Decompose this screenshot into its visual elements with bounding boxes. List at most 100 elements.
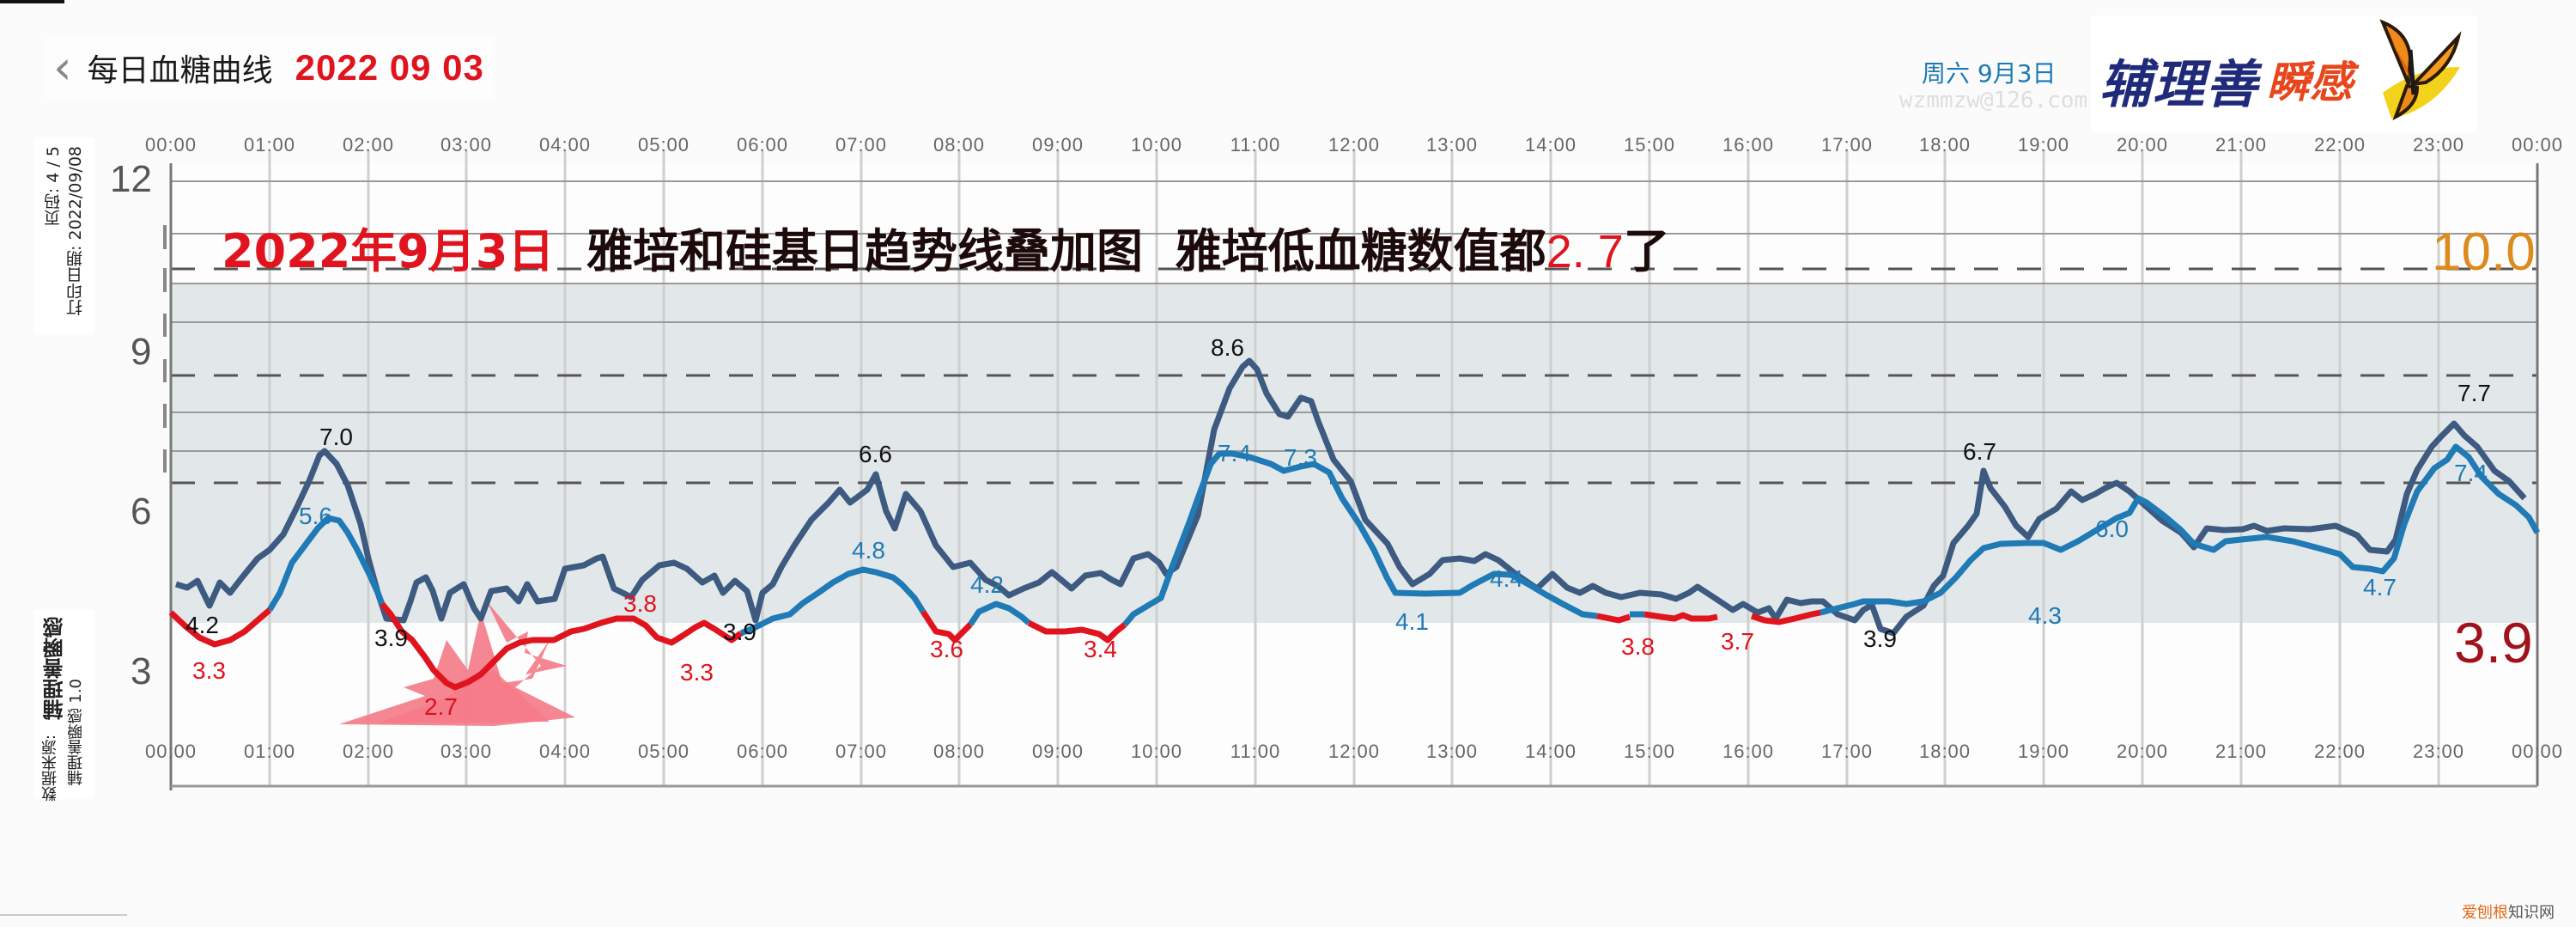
svg-text:3.4: 3.4 bbox=[1084, 636, 1117, 662]
svg-text:3.3: 3.3 bbox=[680, 659, 714, 686]
svg-text:3.3: 3.3 bbox=[192, 657, 226, 684]
x-tick: 07:00 bbox=[835, 741, 888, 762]
x-tick: 19:00 bbox=[2017, 741, 2070, 762]
x-tick: 16:00 bbox=[1722, 741, 1775, 762]
svg-text:6.7: 6.7 bbox=[1963, 438, 1996, 465]
x-tick: 21:00 bbox=[2215, 741, 2268, 762]
y-tick-9: 9 bbox=[131, 331, 152, 373]
x-tick: 10:00 bbox=[1130, 741, 1183, 762]
x-tick: 20:00 bbox=[2116, 741, 2169, 762]
x-tick: 17:00 bbox=[1820, 134, 1874, 156]
svg-text:3.9: 3.9 bbox=[723, 619, 756, 645]
x-tick: 06:00 bbox=[736, 134, 789, 156]
svg-text:3.8: 3.8 bbox=[1621, 633, 1655, 660]
chart-title-date: 2022年9月3日 bbox=[222, 224, 555, 278]
x-tick: 06:00 bbox=[736, 741, 789, 762]
top-edge-fragment bbox=[0, 0, 64, 3]
svg-text:6.6: 6.6 bbox=[859, 441, 892, 467]
x-tick: 11:00 bbox=[1230, 741, 1281, 762]
x-tick: 05:00 bbox=[637, 134, 690, 156]
butterfly-icon bbox=[2379, 19, 2462, 121]
svg-text:6.0: 6.0 bbox=[2095, 515, 2129, 542]
svg-text:4.7: 4.7 bbox=[2363, 574, 2397, 601]
x-tick: 12:00 bbox=[1327, 134, 1381, 156]
abbott-series-line bbox=[266, 443, 2541, 637]
x-tick: 04:00 bbox=[538, 134, 592, 156]
x-tick: 03:00 bbox=[440, 134, 493, 156]
value-annotations: 7.0 5.6 4.2 3.3 3.9 2.7 3.8 3.3 3.9 6.6 … bbox=[185, 334, 2491, 720]
svg-text:7.4: 7.4 bbox=[2454, 460, 2488, 486]
svg-text:4.2: 4.2 bbox=[185, 612, 219, 638]
y-tick-3: 3 bbox=[131, 650, 152, 692]
svg-text:3.9: 3.9 bbox=[374, 625, 408, 651]
x-tick: 03:00 bbox=[440, 741, 493, 762]
x-tick: 02:00 bbox=[342, 134, 395, 156]
svg-text:4.8: 4.8 bbox=[852, 537, 885, 564]
x-tick: 01:00 bbox=[243, 741, 296, 762]
svg-text:7.7: 7.7 bbox=[2458, 380, 2491, 406]
svg-text:7.0: 7.0 bbox=[319, 424, 353, 450]
x-tick: 11:00 bbox=[1230, 134, 1281, 156]
target-upper-label: 10.0 bbox=[2432, 223, 2536, 282]
svg-text:4.1: 4.1 bbox=[1395, 608, 1429, 635]
abbott-low-segments bbox=[168, 601, 1821, 691]
footer-divider bbox=[0, 914, 127, 916]
x-tick: 19:00 bbox=[2017, 134, 2070, 156]
x-tick: 23:00 bbox=[2412, 134, 2465, 156]
x-tick: 00:00 bbox=[144, 741, 197, 762]
svg-text:3.7: 3.7 bbox=[1721, 628, 1754, 655]
x-tick: 17:00 bbox=[1820, 741, 1874, 762]
page-header: ‹ 每日血糖曲线 2022 09 03 bbox=[43, 38, 495, 98]
weekday-date: 周六 9月3日 bbox=[1922, 59, 2057, 88]
chevron-left-icon[interactable]: ‹ bbox=[53, 40, 72, 95]
x-tick: 21:00 bbox=[2215, 134, 2268, 156]
page-title: 每日血糖曲线 bbox=[87, 53, 273, 88]
x-tick: 08:00 bbox=[933, 741, 986, 762]
chart-title: 2022年9月3日 雅培和硅基日趋势线叠加图 雅培低血糖数值都2. 7了 bbox=[222, 213, 1670, 281]
x-tick: 13:00 bbox=[1425, 134, 1479, 156]
x-tick: 10:00 bbox=[1130, 134, 1183, 156]
chart-title-value: 2. 7 bbox=[1546, 226, 1624, 277]
svg-text:7.4: 7.4 bbox=[1218, 440, 1251, 467]
target-lower-label: 3.9 bbox=[2454, 611, 2533, 674]
data-source-panel: 辅理善瞬感 数据来源: 辅理善瞬感 1.0 bbox=[34, 610, 94, 802]
x-tick: 02:00 bbox=[342, 741, 395, 762]
x-tick: 20:00 bbox=[2116, 134, 2169, 156]
print-info-panel: 页码: 4 / 5 打印日期: 2022/09/08 bbox=[34, 137, 94, 335]
x-tick: 22:00 bbox=[2313, 134, 2366, 156]
svg-text:2.7: 2.7 bbox=[424, 693, 458, 720]
site-watermark: 爱刨根知识网 bbox=[2462, 900, 2555, 923]
x-tick: 00:00 bbox=[2511, 134, 2564, 156]
x-tick: 15:00 bbox=[1623, 741, 1676, 762]
svg-text:3.8: 3.8 bbox=[623, 590, 657, 617]
x-tick: 18:00 bbox=[1918, 741, 1971, 762]
x-tick: 12:00 bbox=[1327, 741, 1381, 762]
x-tick: 16:00 bbox=[1722, 134, 1775, 156]
x-tick: 09:00 bbox=[1031, 741, 1084, 762]
x-tick: 05:00 bbox=[637, 741, 690, 762]
x-tick: 00:00 bbox=[2511, 741, 2564, 762]
x-tick: 07:00 bbox=[835, 134, 888, 156]
x-tick: 22:00 bbox=[2313, 741, 2366, 762]
x-tick: 00:00 bbox=[144, 134, 197, 156]
watermark-gray: 知识网 bbox=[2508, 904, 2555, 922]
svg-text:5.6: 5.6 bbox=[299, 503, 332, 529]
svg-text:3.6: 3.6 bbox=[930, 636, 963, 662]
x-tick: 09:00 bbox=[1031, 134, 1084, 156]
x-tick: 04:00 bbox=[538, 741, 592, 762]
x-tick: 23:00 bbox=[2412, 741, 2465, 762]
svg-text:4.3: 4.3 bbox=[2028, 602, 2062, 629]
x-tick: 14:00 bbox=[1524, 741, 1577, 762]
brand-logo: 辅理善 瞬感 bbox=[2091, 15, 2477, 131]
svg-text:7.3: 7.3 bbox=[1284, 444, 1317, 471]
header-date: 2022 09 03 bbox=[295, 47, 484, 88]
svg-text:8.6: 8.6 bbox=[1211, 334, 1244, 361]
x-tick: 01:00 bbox=[243, 134, 296, 156]
y-tick-6: 6 bbox=[131, 491, 152, 533]
brand-product: 瞬感 bbox=[2267, 58, 2353, 107]
hour-gridlines bbox=[268, 150, 2440, 786]
x-tick: 18:00 bbox=[1918, 134, 1971, 156]
x-tick: 08:00 bbox=[933, 134, 986, 156]
svg-text:3.9: 3.9 bbox=[1863, 625, 1897, 652]
